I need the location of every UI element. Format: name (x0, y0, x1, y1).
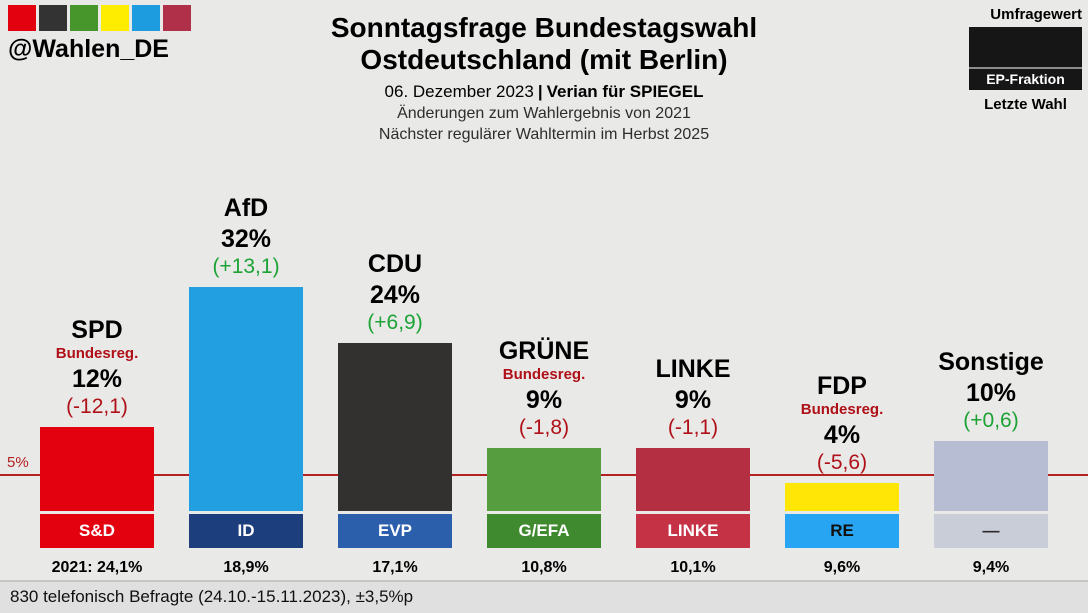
party-labels: LINKE 9% (-1,1) (656, 355, 731, 440)
change-value: (-5,6) (816, 450, 868, 474)
party-column-linke: LINKE 9% (-1,1) LINKE 10,1% (636, 355, 750, 580)
change-value: (-1,1) (667, 415, 719, 439)
party-labels: FDP Bundesreg. 4% (-5,6) (801, 372, 884, 475)
threshold-label: 5% (7, 454, 29, 471)
poll-bar (338, 343, 452, 511)
poll-value: 32% (220, 224, 272, 253)
change-value: (+6,9) (367, 310, 423, 334)
legend-last-label: Letzte Wahl (984, 96, 1067, 113)
poll-value: 10% (965, 378, 1017, 407)
poll-bar (40, 427, 154, 511)
party-name: FDP (816, 371, 867, 400)
ep-fraktion-band: S&D (40, 514, 154, 548)
legend: Umfragewert EP-Fraktion Letzte Wahl (969, 6, 1082, 113)
party-column-spd: SPD Bundesreg. 12% (-12,1) S&D 2021: 24,… (40, 316, 154, 580)
page-title-line2: Ostdeutschland (mit Berlin) (360, 43, 728, 75)
change-value: (-12,1) (66, 394, 128, 418)
party-column-cdu: CDU 24% (+6,9) EVP 17,1% (338, 250, 452, 580)
ep-fraktion-band: EVP (338, 514, 452, 548)
last-election-value: 10,1% (670, 559, 716, 576)
last-election-value: 10,8% (521, 559, 567, 576)
poll-bar (785, 483, 899, 511)
palette-swatch (132, 5, 160, 31)
bundesreg-note: Bundesreg. (502, 366, 586, 384)
subtitle-next-election: Nächster regulärer Wahltermin im Herbst … (378, 126, 710, 144)
header: Sonntagsfrage Bundestagswahl Ostdeutschl… (214, 12, 874, 144)
ep-fraktion-band: — (934, 514, 1048, 548)
bundesreg-note: Bundesreg. (55, 345, 139, 363)
party-column-fdp: FDP Bundesreg. 4% (-5,6) RE 9,6% (785, 372, 899, 580)
party-name: LINKE (655, 355, 731, 384)
party-column-gruene: GRÜNE Bundesreg. 9% (-1,8) G/EFA 10,8% (487, 337, 601, 580)
subtitle-changes: Änderungen zum Wahlergebnis von 2021 (397, 105, 691, 123)
bundesreg-note: Bundesreg. (800, 401, 884, 419)
legend-ep-band: EP-Fraktion (969, 67, 1082, 90)
last-election-value: 2021: 24,1% (51, 559, 143, 576)
separator: | (537, 82, 543, 102)
party-labels: AfD 32% (+13,1) (212, 194, 279, 279)
poll-bar (636, 448, 750, 511)
party-name: AfD (223, 194, 269, 223)
change-value: (+13,1) (212, 254, 280, 278)
party-name: SPD (71, 315, 123, 344)
party-column-afd: AfD 32% (+13,1) ID 18,9% (189, 194, 303, 580)
poll-value: 12% (71, 364, 123, 393)
palette-swatch (39, 5, 67, 31)
last-election-value: 9,4% (972, 559, 1010, 576)
party-labels: CDU 24% (+6,9) (367, 250, 422, 335)
twitter-handle: @Wahlen_DE (8, 35, 169, 63)
palette-swatch (70, 5, 98, 31)
change-value: (+0,6) (963, 408, 1019, 432)
party-name: GRÜNE (498, 336, 590, 365)
last-election-value: 18,9% (223, 559, 269, 576)
methodology-footer: 830 telefonisch Befragte (24.10.-15.11.2… (0, 580, 1088, 613)
party-name: Sonstige (938, 348, 1044, 377)
ep-fraktion-band: G/EFA (487, 514, 601, 548)
party-column-sonstige: Sonstige 10% (+0,6) — 9,4% (934, 348, 1048, 580)
poll-bar (189, 287, 303, 511)
last-election-value: 9,6% (823, 559, 861, 576)
ep-fraktion-band: RE (785, 514, 899, 548)
palette-swatch (8, 5, 36, 31)
palette-swatch (163, 5, 191, 31)
party-labels: Sonstige 10% (+0,6) (938, 348, 1044, 433)
party-color-strip (8, 5, 191, 31)
ep-fraktion-band: LINKE (636, 514, 750, 548)
poll-value: 4% (823, 420, 861, 449)
brand: @Wahlen_DE (8, 5, 191, 64)
poll-value: 24% (369, 280, 421, 309)
page-title-line1: Sonntagsfrage Bundestagswahl (330, 12, 758, 43)
party-labels: GRÜNE Bundesreg. 9% (-1,8) (499, 337, 589, 440)
pollster-source: Verian für SPIEGEL (546, 82, 704, 102)
ep-fraktion-band: ID (189, 514, 303, 548)
poll-bar (934, 441, 1048, 511)
party-labels: SPD Bundesreg. 12% (-12,1) (56, 316, 139, 419)
dateline: 06. Dezember 2023 | Verian für SPIEGEL (214, 82, 874, 102)
last-election-value: 17,1% (372, 559, 418, 576)
palette-swatch (101, 5, 129, 31)
bar-chart: 5% SPD Bundesreg. 12% (-12,1) S&D 2021: … (0, 160, 1088, 580)
party-name: CDU (367, 250, 423, 279)
legend-bar-sample (969, 27, 1082, 67)
poll-value: 9% (525, 385, 563, 414)
legend-poll-label: Umfragewert (990, 6, 1082, 23)
poll-value: 9% (674, 385, 712, 414)
poll-date: 06. Dezember 2023 (384, 82, 534, 102)
change-value: (-1,8) (518, 415, 570, 439)
poll-bar (487, 448, 601, 511)
